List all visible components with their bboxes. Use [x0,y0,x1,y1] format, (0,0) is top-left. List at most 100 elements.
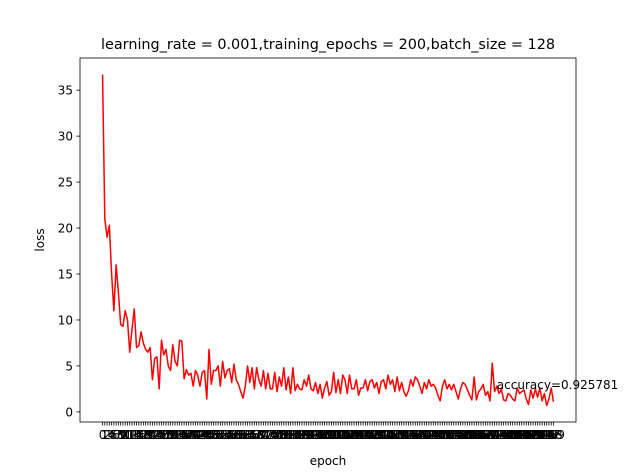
x-tick-label: 105 [329,428,352,442]
x-tick-label: 142 [413,428,436,442]
loss-line [101,74,555,407]
x-tick-label: 99 [319,428,334,442]
x-tick-label: 35 [174,428,189,442]
x-tick-label: 11 [120,428,135,442]
x-tick-label: 156 [445,428,468,442]
x-tick-label: 64 [240,428,255,442]
x-tick-label: 52 [213,428,228,442]
x-tick-label: 186 [513,428,536,442]
x-tick-label: 4 [108,428,116,442]
x-tick-label: 126 [377,428,400,442]
y-tick-label: 15 [58,268,73,282]
y-tick-label: 25 [58,176,73,190]
x-tick-label: 51 [210,428,225,442]
x-tick-label: 41 [188,428,203,442]
x-tick-label: 53 [215,428,230,442]
y-tick-label: 0 [65,405,73,419]
x-tick-label: 50 [208,428,223,442]
x-tick-label: 85 [288,428,303,442]
x-tick-label: 106 [331,428,354,442]
x-tick-label: 87 [292,428,307,442]
x-tick-label: 78 [272,428,287,442]
x-tick-label: 25 [152,428,167,442]
x-tick-label: 125 [374,428,397,442]
x-tick-label: 67 [247,428,262,442]
x-tick-label: 57 [224,428,239,442]
x-tick-label: 139 [406,428,429,442]
x-tick-label: 117 [356,428,379,442]
x-tick-label: 77 [269,428,284,442]
x-tick-label: 171 [479,428,502,442]
x-tick-label: 95 [310,428,325,442]
x-tick-label: 167 [469,428,492,442]
x-tick-label: 177 [492,428,515,442]
x-tick-label: 12 [122,428,137,442]
x-tick-label: 58 [226,428,241,442]
y-tick-label: 5 [65,359,73,373]
x-tick-label: 63 [238,428,253,442]
x-tick-label: 190 [522,428,545,442]
x-tick-label: 16 [131,428,146,442]
x-tick-label: 91 [301,428,316,442]
x-tick-label: 79 [274,428,289,442]
x-tick-label: 84 [285,428,300,442]
x-tick-label: 81 [278,428,293,442]
x-tick-label: 195 [533,428,556,442]
x-tick-label: 151 [433,428,456,442]
x-tick-label: 10 [118,428,133,442]
x-tick-label: 20 [140,428,155,442]
x-tick-label: 13 [124,428,139,442]
x-tick-label: 48 [204,428,219,442]
x-tick-label: 184 [508,428,531,442]
x-tick-label: 32 [167,428,182,442]
x-tick-label: 36 [176,428,191,442]
x-tick-label: 69 [251,428,266,442]
x-tick-label: 124 [372,428,395,442]
x-tick-label: 42 [190,428,205,442]
x-tick-label: 59 [229,428,244,442]
x-tick-label: 101 [320,428,343,442]
x-tick-label: 103 [324,428,347,442]
x-tick-label: 108 [336,428,359,442]
x-tick-label: 80 [276,428,291,442]
x-tick-label: 155 [442,428,465,442]
x-tick-label: 134 [395,428,418,442]
x-tick-label: 31 [165,428,180,442]
x-tick-label: 8 [117,428,125,442]
y-tick-label: 35 [58,84,73,98]
x-tick-label: 141 [411,428,434,442]
x-tick-label: 111 [343,428,366,442]
x-tick-label: 7 [115,428,123,442]
x-tick-label: 2 [103,428,111,442]
y-tick-label: 10 [58,313,73,327]
x-tick-label: 185 [510,428,533,442]
x-tick-label: 170 [476,428,499,442]
x-tick-label: 40 [186,428,201,442]
x-tick-label: 73 [260,428,275,442]
x-tick-label: 113 [347,428,370,442]
x-tick-label: 172 [481,428,504,442]
x-tick-label: 104 [327,428,350,442]
x-tick-label: 75 [265,428,280,442]
x-tick-label: 188 [517,428,540,442]
x-tick-label: 93 [306,428,321,442]
x-tick-label: 76 [267,428,282,442]
x-tick-label: 49 [206,428,221,442]
x-tick-label: 162 [458,428,481,442]
x-tick-label: 198 [540,428,563,442]
x-tick-label: 150 [431,428,454,442]
x-tick-label: 66 [244,428,259,442]
x-tick-label: 6 [112,428,120,442]
x-tick-label: 119 [361,428,384,442]
x-tick-label: 145 [420,428,443,442]
x-tick-label: 196 [535,428,558,442]
x-tick-label: 56 [222,428,237,442]
y-axis-label: loss [33,228,47,251]
x-tick-label: 30 [163,428,178,442]
x-tick-label: 159 [451,428,474,442]
x-tick-label: 14 [127,428,142,442]
x-tick-label: 70 [254,428,269,442]
x-tick-label: 121 [365,428,388,442]
x-tick-label: 21 [142,428,157,442]
